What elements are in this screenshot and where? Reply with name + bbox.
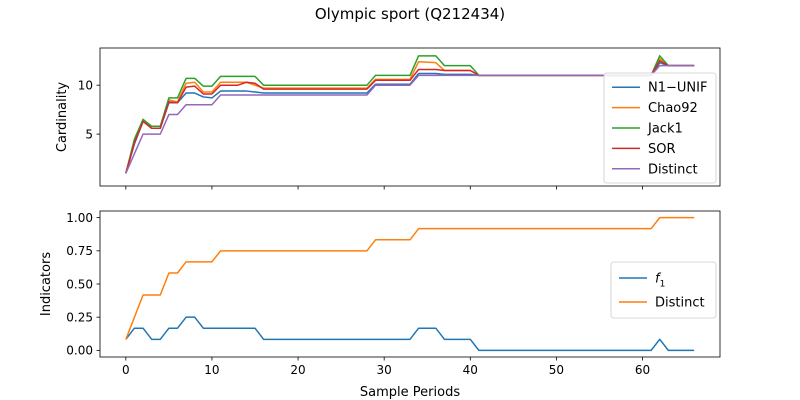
legend-label-distinct: Distinct: [655, 296, 705, 311]
series-line-distinct: [125, 64, 695, 174]
x-tick-label: 10: [204, 363, 219, 377]
legend: N1−UNIF Chao92 Jack1 SOR Distinct: [603, 72, 717, 184]
legend-box: [610, 261, 717, 319]
y-axis-label: Indicators: [39, 252, 54, 316]
x-tick-label: 60: [635, 363, 650, 377]
legend-label-n1-unif: N1−UNIF: [648, 81, 707, 96]
legend-label-chao92: Chao92: [648, 101, 698, 116]
legend-box: [603, 72, 717, 184]
legend-label-jack1: Jack1: [647, 122, 683, 137]
y-tick-label: 0.50: [66, 277, 93, 291]
legend-label-distinct: Distinct: [648, 162, 698, 177]
y-tick-label: 1.00: [66, 211, 93, 225]
x-tick-label: 30: [377, 363, 392, 377]
plot-frame: [99, 47, 721, 187]
x-tick-label: 40: [463, 363, 478, 377]
series-line-sor: [125, 59, 695, 174]
x-tick-label: 20: [290, 363, 305, 377]
series-line-distinct: [125, 216, 695, 340]
y-tick-label: 0.25: [66, 310, 93, 324]
legend-label-sor: SOR: [648, 142, 676, 157]
x-tick-label: 0: [122, 363, 130, 377]
legend-label-f1: f1: [655, 272, 665, 290]
x-tick-label: 50: [549, 363, 564, 377]
y-axis-label: Cardinality: [55, 82, 70, 153]
y-tick-label: 5: [85, 127, 93, 141]
legend: f1 Distinct: [610, 261, 717, 319]
y-tick-label: 10: [78, 78, 93, 92]
y-tick-label: 0.00: [66, 344, 93, 358]
indicators-panel: 0.00 0.25 0.50 0.75 1.00 0 10 20 30 40 50 60 Indicat…: [39, 210, 721, 377]
y-tick-label: 0.75: [66, 244, 93, 258]
cardinality-panel: 5 10 Cardinality N1−UNIF Chao92 Jack1 SOR Disti…: [55, 47, 721, 190]
x-axis-label: Sample Periods: [360, 385, 460, 400]
series-line-f1: [125, 316, 695, 352]
chart-title: Olympic sport (Q212434): [315, 5, 505, 23]
